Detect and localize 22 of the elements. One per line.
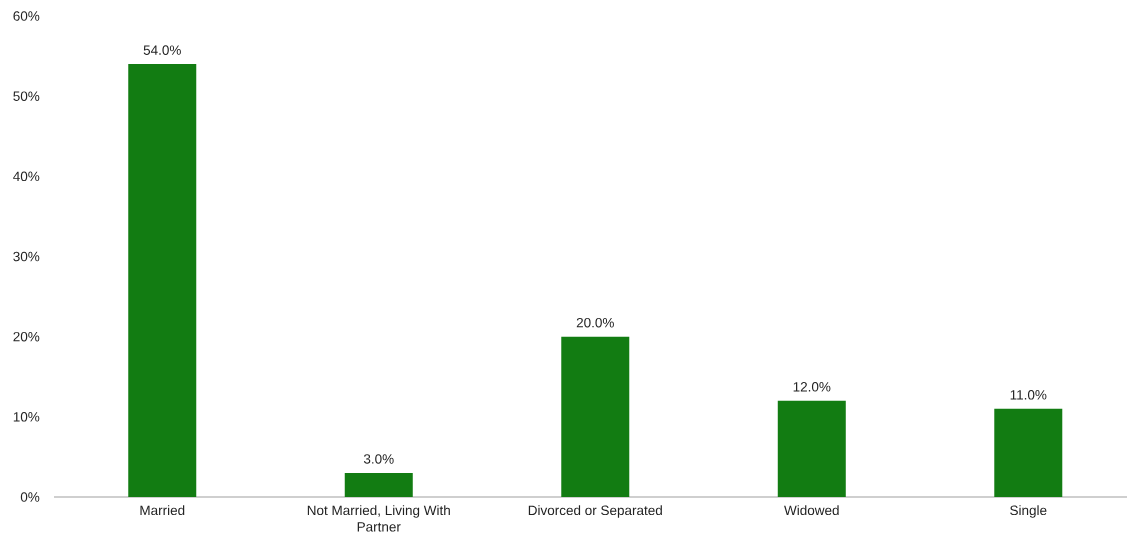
y-tick-label: 30% bbox=[13, 251, 40, 262]
data-label: 20.0% bbox=[576, 317, 614, 328]
x-tick-label: Not Married, Living With Partner bbox=[307, 505, 450, 532]
x-tick-label: Married bbox=[140, 505, 185, 516]
bar bbox=[344, 472, 413, 497]
y-tick-label: 10% bbox=[13, 412, 40, 422]
y-tick-label: 20% bbox=[13, 331, 40, 342]
data-label: 3.0% bbox=[363, 454, 394, 464]
bar bbox=[561, 336, 630, 497]
x-tick-label: Divorced or Separated bbox=[528, 505, 662, 518]
x-tick-label: Single bbox=[1010, 505, 1047, 518]
data-label: 54.0% bbox=[143, 45, 181, 55]
data-label: 12.0% bbox=[793, 382, 831, 392]
data-label: 11.0% bbox=[1010, 390, 1047, 400]
y-tick-label: 0% bbox=[20, 492, 40, 502]
y-tick-label: 50% bbox=[13, 91, 40, 101]
bar bbox=[994, 408, 1063, 497]
y-tick-label: 60% bbox=[13, 11, 40, 21]
y-tick-label: 40% bbox=[13, 171, 40, 182]
bar bbox=[128, 64, 197, 497]
x-tick-label: Widowed bbox=[784, 505, 839, 516]
bar bbox=[777, 400, 846, 497]
